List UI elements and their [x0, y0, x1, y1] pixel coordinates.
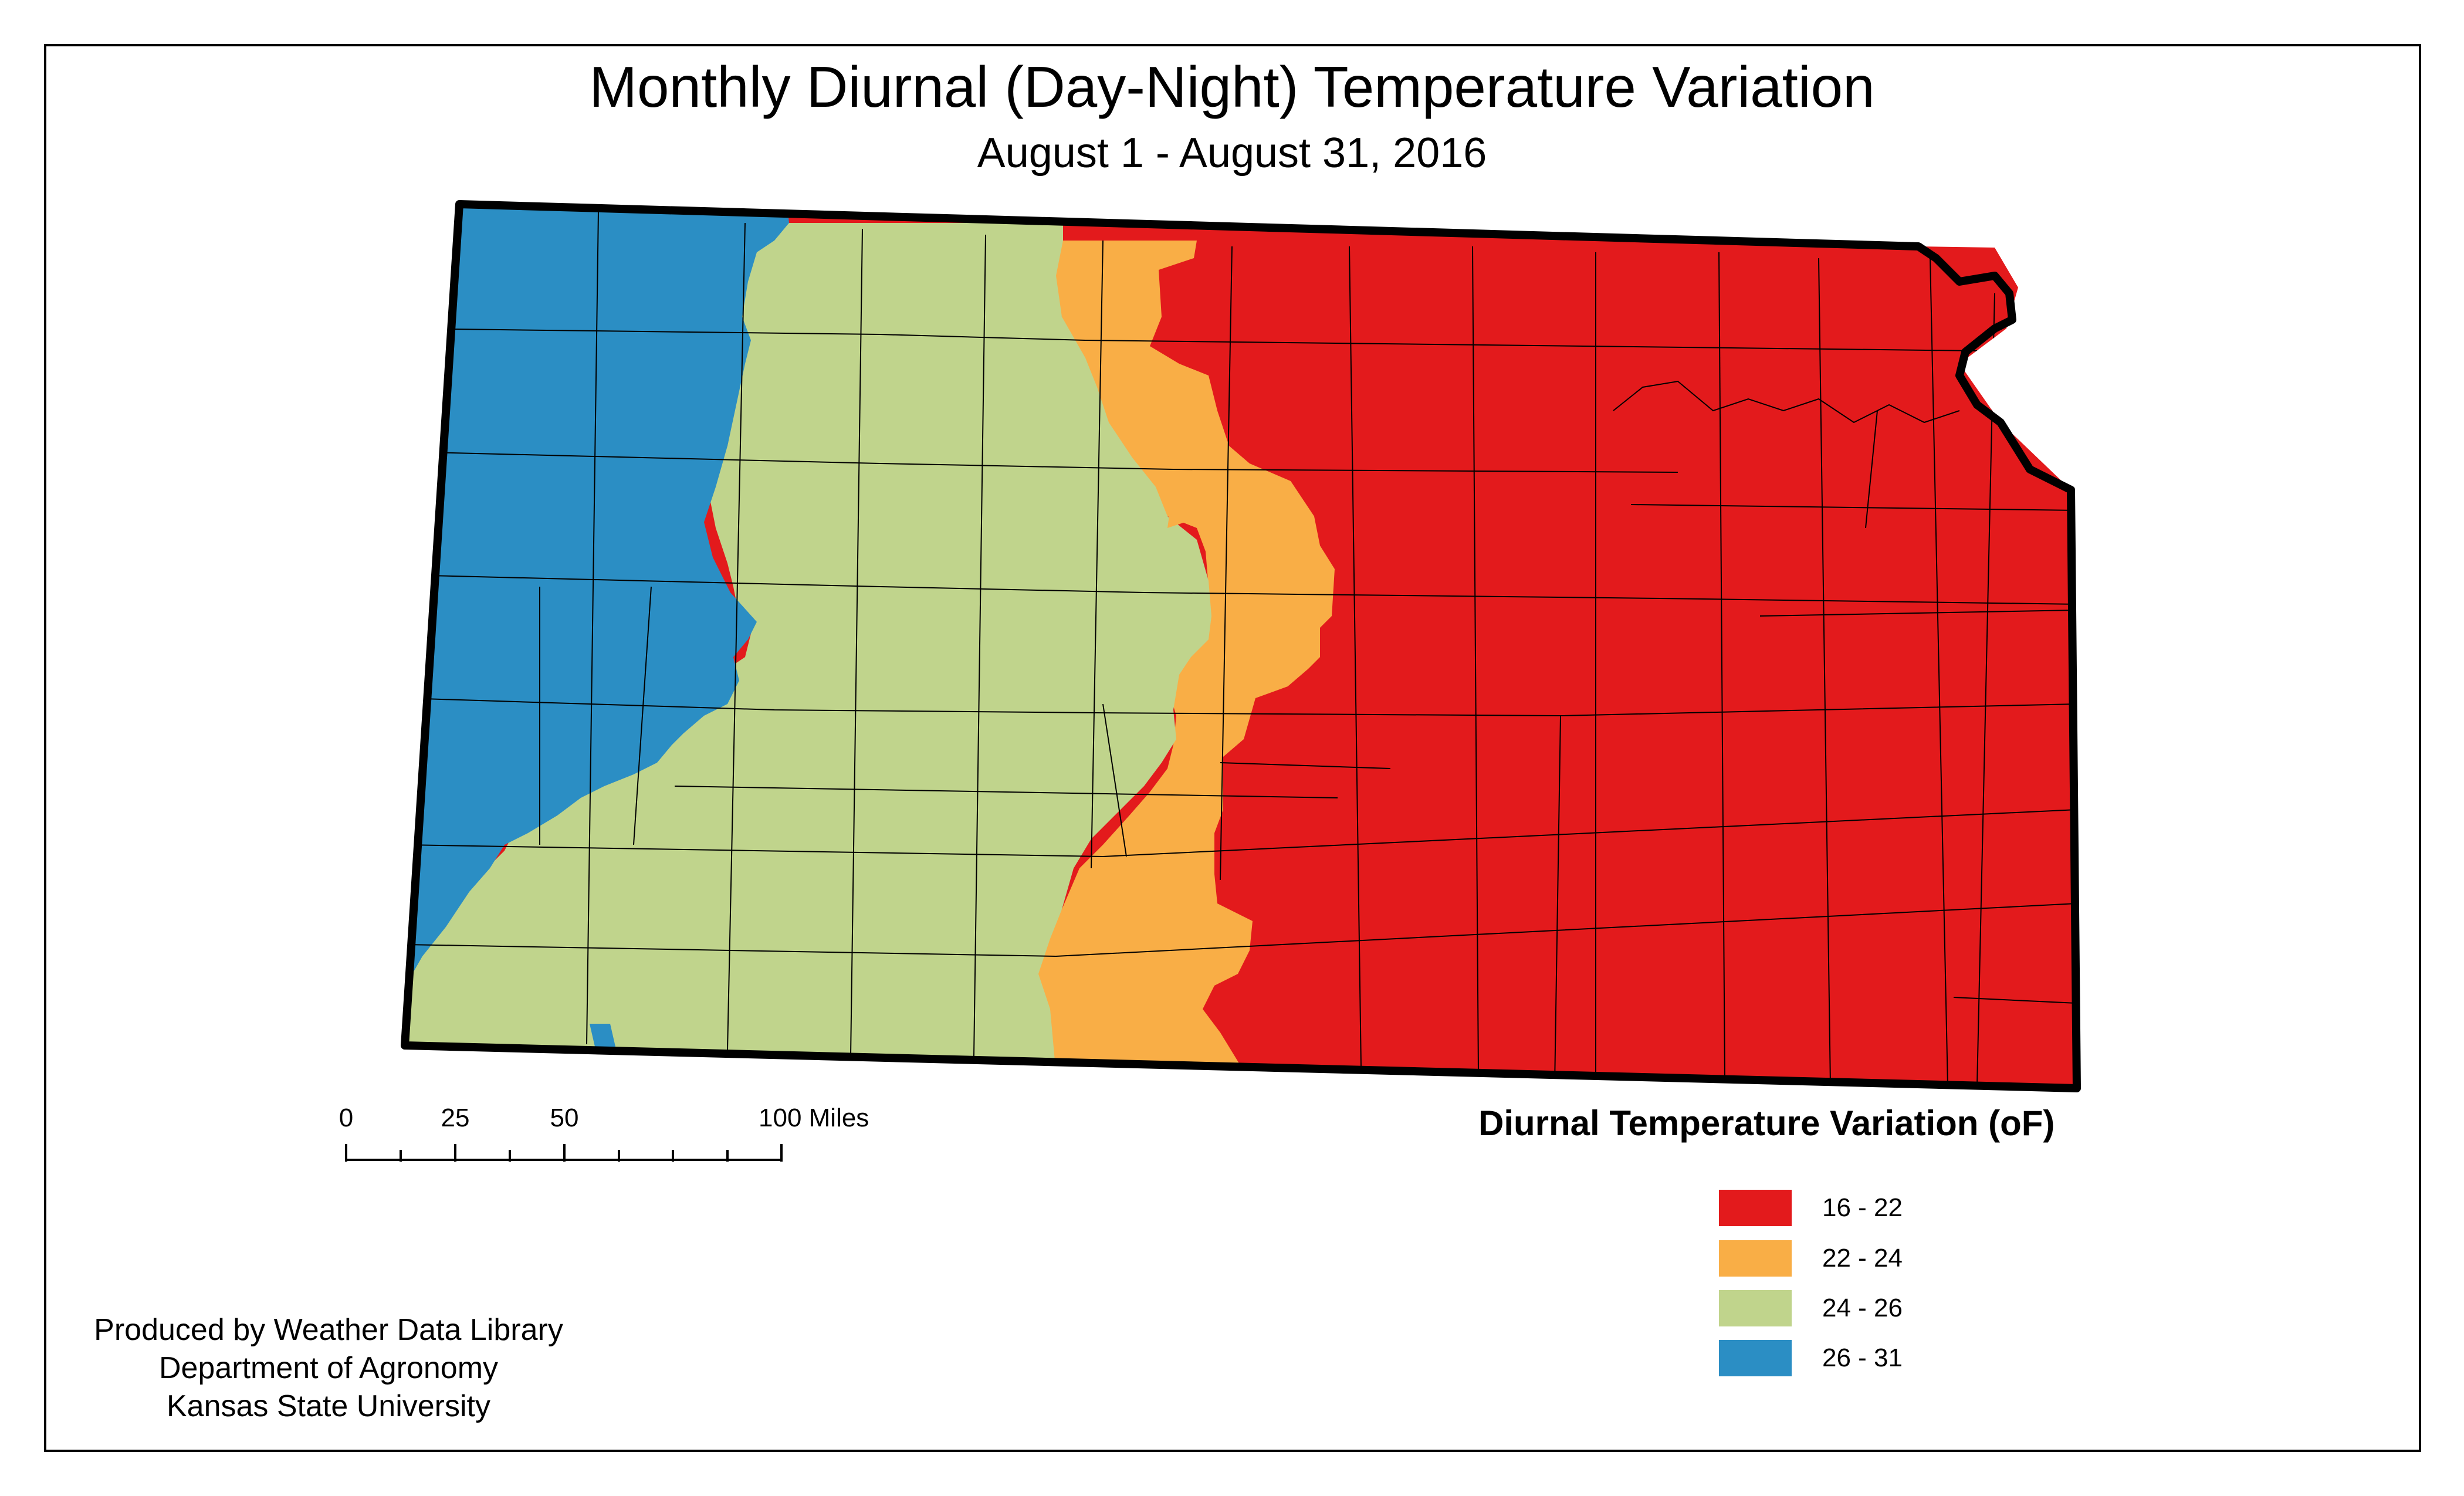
- legend-label: 26 - 31: [1822, 1343, 1903, 1372]
- legend-swatch: [1719, 1340, 1792, 1376]
- scale-label-50: 50: [550, 1104, 579, 1132]
- county-lines: [405, 211, 2077, 1086]
- legend-label: 24 - 26: [1822, 1294, 1903, 1322]
- credits: Produced by Weather Data Library Departm…: [59, 1311, 598, 1426]
- kansas-state-outline: [401, 200, 2081, 1092]
- zone-24-26: [405, 223, 1211, 1085]
- zone-22-24-notch: [1167, 487, 1191, 528]
- credits-line-3: Kansas State University: [166, 1389, 491, 1423]
- scale-label-25: 25: [441, 1104, 470, 1132]
- legend-swatch: [1719, 1190, 1792, 1226]
- credits-line-2: Department of Agronomy: [158, 1351, 499, 1385]
- legend-swatch: [1719, 1240, 1792, 1277]
- legend-item-26-31: 26 - 31: [1719, 1340, 1903, 1376]
- map-subtitle: August 1 - August 31, 2016: [977, 130, 1487, 177]
- legend-title: Diurnal Temperature Variation (oF): [1478, 1104, 2055, 1143]
- legend-swatch: [1719, 1290, 1792, 1326]
- scale-label-0: 0: [339, 1104, 353, 1132]
- zone-22-24: [997, 241, 1335, 1085]
- scale-label-100: 100 Miles: [759, 1104, 869, 1132]
- legend-item-24-26: 24 - 26: [1719, 1290, 1903, 1326]
- credits-line-1: Produced by Weather Data Library: [94, 1313, 563, 1347]
- legend-label: 16 - 22: [1822, 1193, 1903, 1222]
- legend-item-22-24: 22 - 24: [1719, 1240, 1903, 1277]
- map-title: Monthly Diurnal (Day-Night) Temperature …: [589, 55, 1875, 119]
- temperature-zones: [405, 204, 2077, 1088]
- scale-bar: [345, 1144, 783, 1162]
- map-frame: [44, 44, 2421, 1452]
- legend-item-16-22: 16 - 22: [1719, 1190, 1903, 1226]
- legend-label: 22 - 24: [1822, 1244, 1903, 1272]
- zone-26-31: [405, 204, 789, 1044]
